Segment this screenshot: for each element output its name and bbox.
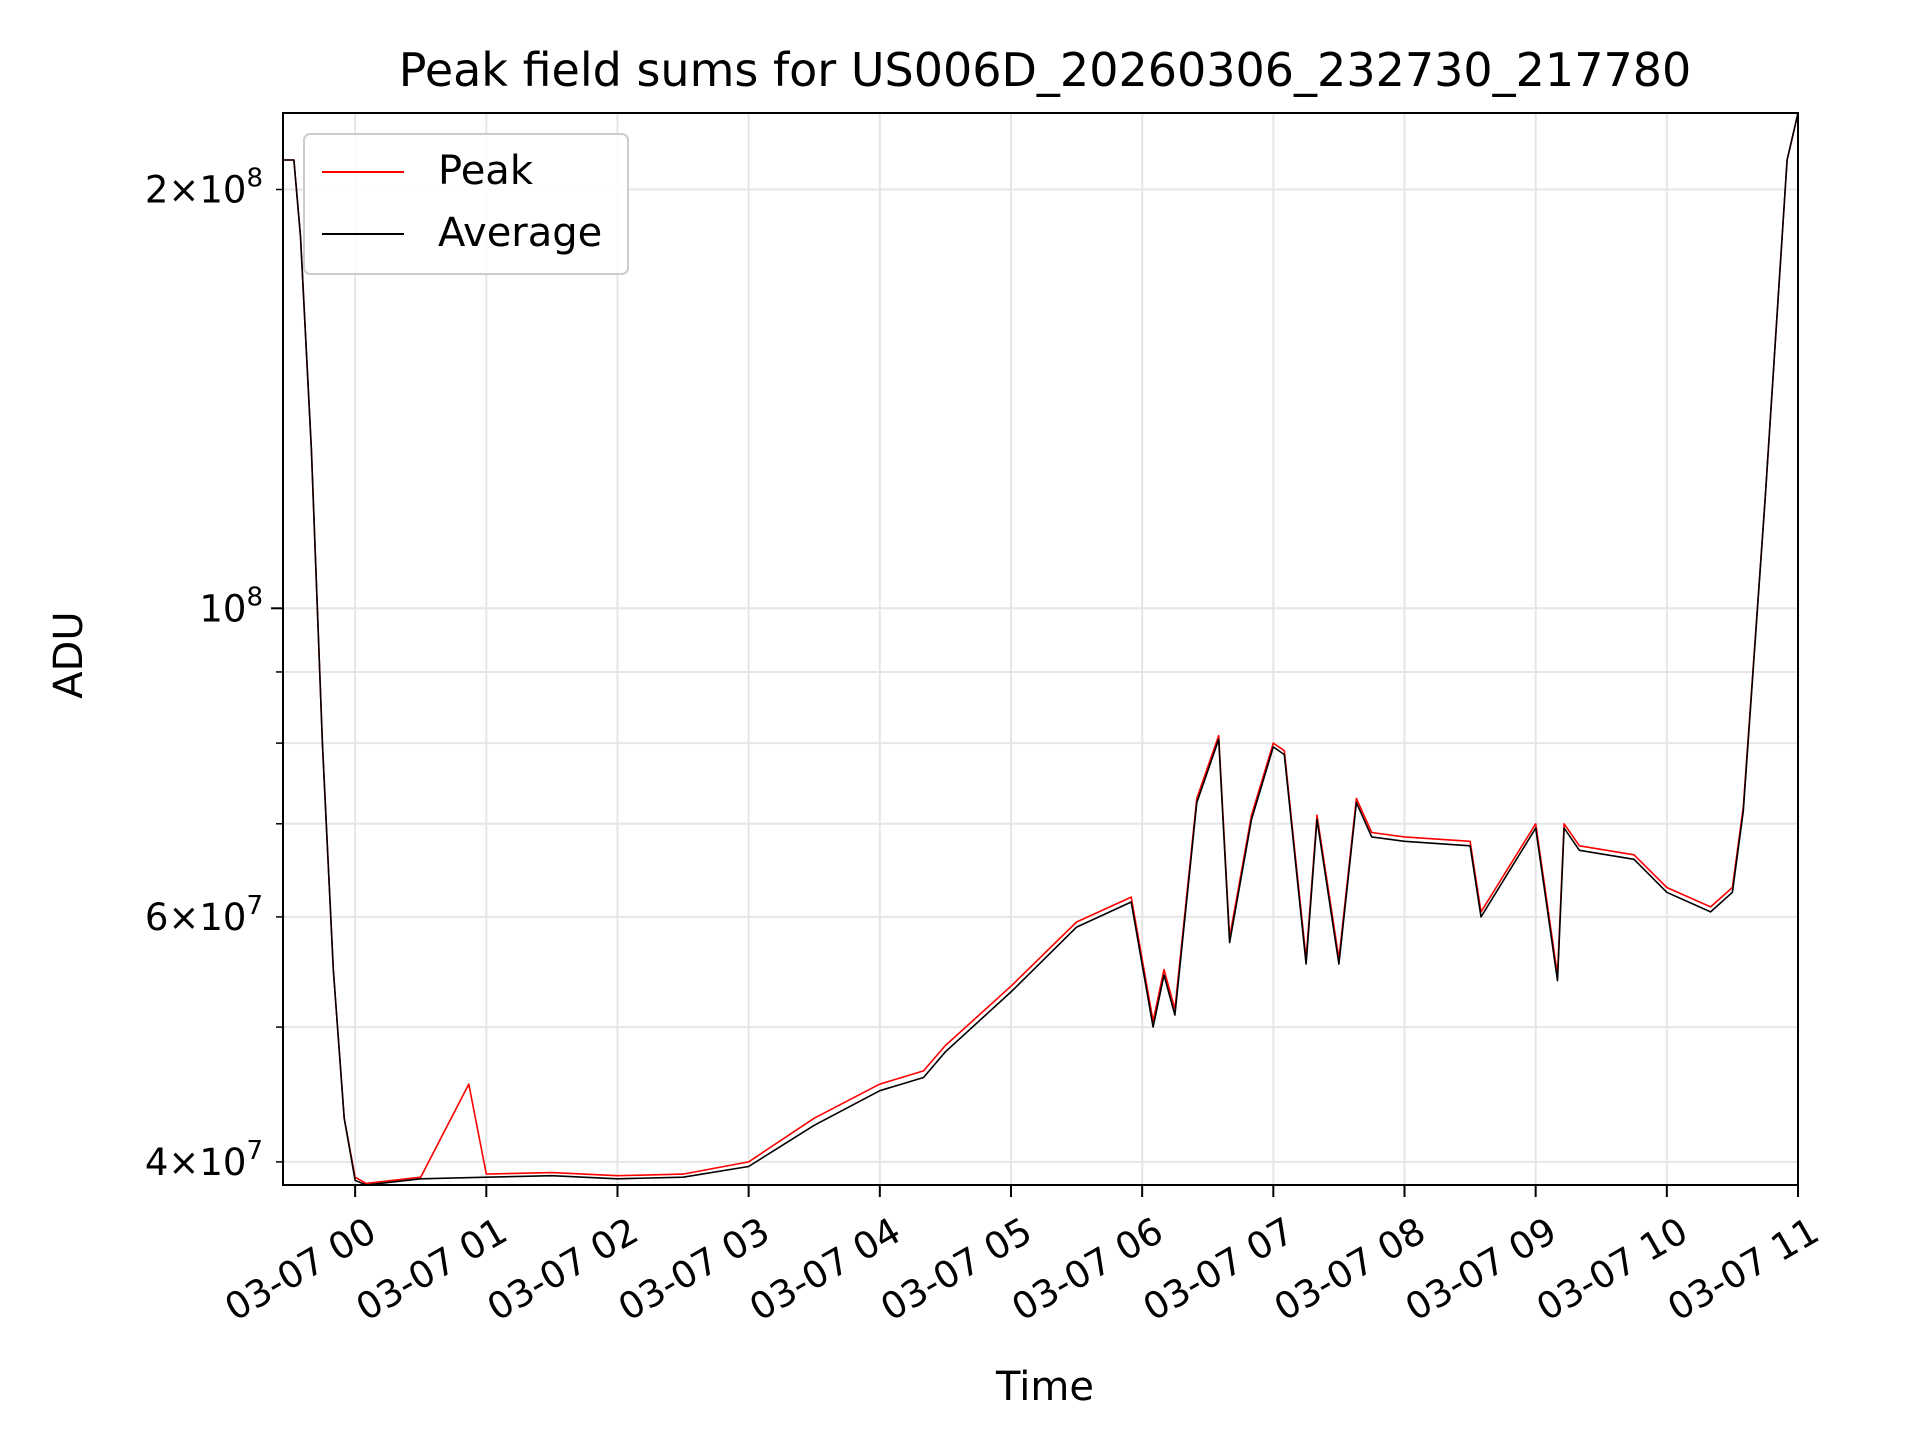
legend-label-average: Average: [438, 210, 602, 256]
plot-lines: [283, 112, 1799, 1186]
legend: Peak Average: [303, 133, 629, 275]
y-tick-label: 4×107: [145, 1136, 263, 1184]
y-tick-label: 6×107: [145, 891, 263, 939]
legend-label-peak: Peak: [438, 148, 534, 194]
chart-title: Peak field sums for US006D_20260306_2327…: [399, 43, 1692, 97]
y-axis-label: ADU: [46, 611, 92, 698]
series-line-average: [283, 112, 1799, 1186]
legend-box: [303, 133, 629, 275]
y-tick-label: 2×108: [145, 164, 263, 212]
plot-frame: [282, 112, 1799, 1186]
x-axis-label: Time: [995, 1364, 1094, 1410]
y-tick-label: 108: [199, 582, 263, 630]
